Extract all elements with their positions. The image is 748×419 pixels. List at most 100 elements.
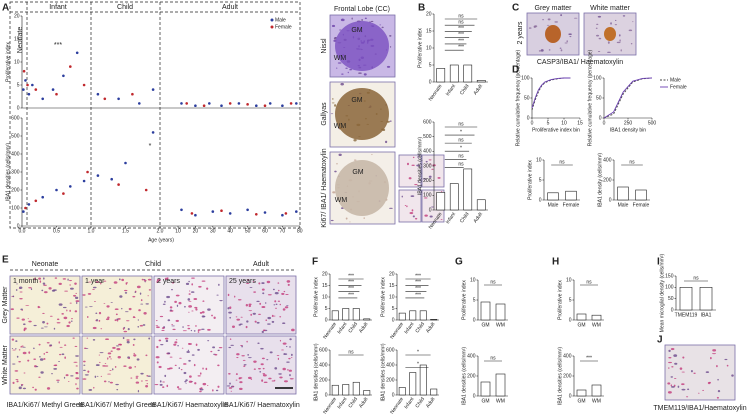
row-label: White Matter [2,344,9,384]
point [24,206,27,210]
cell [122,336,125,340]
cell [417,156,420,158]
cell [132,316,136,319]
cell [538,50,542,52]
x-tick-label: Adult [425,396,437,409]
cell [667,382,671,385]
cell [92,286,97,289]
cell [262,367,265,370]
bar [463,64,473,83]
x-tick-label: 0 [603,120,606,126]
cell [187,327,191,330]
bar [463,168,473,211]
x-tick-label: 1.0 [88,228,95,234]
cell [276,354,280,356]
cell [214,353,218,356]
cell [178,301,182,305]
cell [702,389,704,392]
cell [158,365,162,369]
x-tick-label: 1.5 [122,228,129,234]
y-tick-label: 0 [569,393,572,399]
cell [716,364,718,368]
cell [65,374,69,377]
y-axis-label: Relative cumulative frequency (percentag… [587,49,593,146]
y-tick-label: 10 [322,294,328,300]
cell [56,318,60,321]
bar [591,314,602,321]
cell [76,301,78,305]
cell [681,388,686,391]
cell [188,300,192,302]
cell [430,206,435,208]
cell [104,365,109,367]
significance: ns [586,279,592,285]
x-tick-label: 70 [280,228,286,234]
x-axis-label: IBA1 density bin [610,127,646,133]
x-tick-label: Female [563,202,580,208]
cell [619,34,621,37]
cell [61,353,65,356]
cell [140,299,143,302]
y-tick-label: 5 [539,177,542,183]
y-tick-label: 300 [423,163,432,169]
cell [124,292,128,294]
cell [632,21,634,23]
cell [92,288,95,290]
cell [194,306,198,309]
cell [257,342,260,344]
cell [104,363,107,364]
cell [568,33,572,35]
cell [277,289,280,292]
cell [410,195,415,197]
cell [15,379,19,381]
point [62,74,65,78]
cell [16,317,20,319]
y-tick-label: 0 [429,207,432,213]
cell [130,377,133,379]
cell [668,367,670,369]
y-tick-label: 200 [319,377,328,383]
x-tick-label: 40 [227,228,233,234]
significance: *** [458,32,464,38]
cell [12,295,15,298]
x-tick-label: WM [592,322,601,328]
point [26,83,29,87]
cell [82,294,86,296]
cell [135,375,139,377]
point [117,97,120,101]
cell [412,215,415,218]
cell [266,280,271,284]
cell [126,340,130,344]
cell [546,24,550,26]
cell [52,289,57,291]
cell [289,338,292,341]
stain-label: Nissl [321,38,328,54]
line-series [531,77,571,109]
brain-section [335,88,389,140]
cell [246,283,250,284]
cell [43,352,45,355]
cell [245,303,249,307]
cell [183,371,187,375]
cell [191,310,194,312]
micrograph [153,275,225,335]
x-tick-label: Female [633,202,650,208]
cell [217,385,220,388]
point [144,188,148,192]
point [208,102,211,105]
cell [93,386,95,389]
cell [406,205,408,208]
cell [110,350,113,352]
x-tick-label: WM [592,398,601,404]
micrograph [398,154,422,188]
cell [417,181,420,183]
cell [207,340,210,342]
cell [260,363,264,366]
cell [121,307,123,310]
y-tick-label: 5 [429,62,432,68]
cell [180,368,183,371]
y-tick-label: 200 [386,377,395,383]
stain-label: Gallyas [321,102,328,126]
cell [534,25,538,28]
cell [166,295,171,299]
